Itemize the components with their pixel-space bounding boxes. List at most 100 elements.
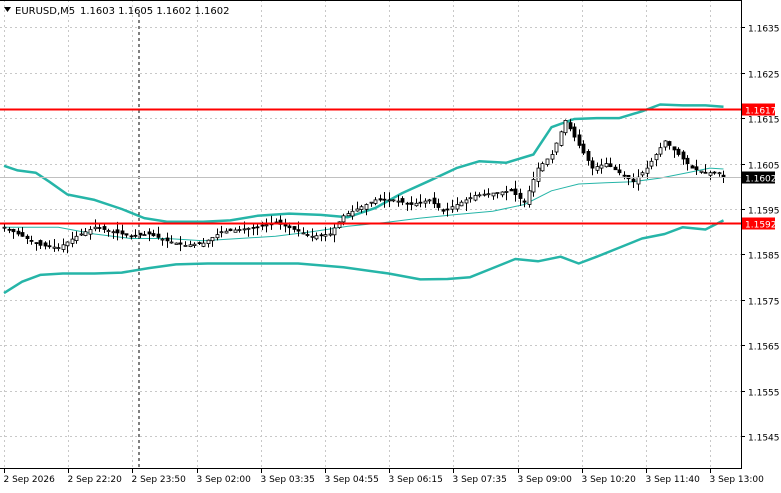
candle-body — [590, 160, 595, 169]
x-tick-label: 3 Sep 02:00 — [197, 475, 252, 485]
candle-body — [667, 141, 672, 146]
candle-body — [387, 199, 392, 202]
candle-body — [147, 231, 152, 235]
y-tick-label: 1.1615 — [748, 116, 780, 126]
candle-body — [355, 208, 360, 212]
candle-body — [16, 230, 21, 235]
candle-body — [38, 240, 43, 246]
x-tick-label: 3 Sep 06:15 — [389, 475, 443, 485]
candle-body — [631, 178, 636, 183]
candle-body — [29, 239, 34, 242]
candle-body — [102, 226, 107, 230]
y-tick-label: 1.1605 — [748, 162, 780, 172]
candle-body — [572, 126, 577, 138]
candle-body — [636, 176, 641, 185]
y-tick-label: 1.1635 — [748, 25, 780, 35]
candle-body — [595, 166, 600, 171]
candle-body — [11, 228, 16, 233]
horizontal-levels[interactable] — [0, 108, 741, 225]
candle-body — [654, 154, 659, 161]
candle-body — [373, 199, 378, 204]
candle-body — [151, 233, 156, 237]
y-tick-label: 1.1585 — [748, 252, 780, 262]
candle-body — [34, 242, 39, 245]
candle-body — [165, 237, 170, 242]
candle-body — [445, 208, 450, 211]
chart-header: EURUSD,M5 1.1603 1.1605 1.1602 1.1602 — [4, 6, 230, 17]
current-price-tag — [742, 171, 775, 184]
candle-body — [97, 227, 102, 229]
level-price-tag-label: 1.1592 — [745, 221, 777, 231]
candle-body — [70, 238, 75, 244]
candle-body — [459, 201, 464, 207]
x-tick-label: 2 Sep 23:50 — [132, 475, 187, 485]
candle-body — [676, 148, 681, 155]
candle-body — [255, 226, 260, 229]
candle-body — [20, 232, 25, 237]
candle-body — [622, 174, 627, 177]
candle-body — [215, 234, 220, 239]
time-axis: 2 Sep 2026 2 Sep 22:20 2 Sep 23:50 3 Sep 02… — [4, 468, 764, 485]
candle-body — [441, 209, 446, 212]
candle-body — [645, 167, 650, 174]
candle-body — [405, 202, 410, 205]
level-price-tag-label: 1.1617 — [745, 107, 777, 117]
candle-body — [486, 193, 491, 196]
candle-body — [577, 134, 582, 146]
candle-body — [328, 233, 333, 236]
candle-body — [242, 228, 247, 231]
candle-body — [305, 234, 310, 236]
candle-body — [292, 226, 297, 230]
candle-body — [264, 224, 269, 227]
candle-body — [712, 171, 717, 174]
candle-body — [192, 243, 197, 246]
candle-body — [88, 229, 93, 235]
candle-body — [319, 234, 324, 237]
candle-body — [160, 238, 165, 241]
candle-body — [599, 164, 604, 169]
candle-body — [482, 193, 487, 196]
candle-body — [310, 235, 315, 238]
candle-body — [174, 242, 179, 245]
candle-body — [287, 225, 292, 229]
candle-body — [56, 247, 61, 250]
candle-body — [210, 236, 215, 242]
candle-body — [527, 190, 532, 205]
triangle-down-icon[interactable] — [4, 7, 11, 12]
ohlc-label: 1.1603 1.1605 1.1602 1.1602 — [80, 6, 230, 17]
candle-body — [391, 199, 396, 202]
x-tick-label: 3 Sep 04:55 — [325, 475, 379, 485]
candle-body — [61, 244, 66, 250]
x-tick-label: 3 Sep 10:20 — [582, 475, 637, 485]
candle-body — [554, 142, 559, 153]
candle-body — [672, 146, 677, 151]
candle-body — [509, 188, 514, 192]
candle-body — [586, 150, 591, 161]
candle-body — [545, 158, 550, 165]
candle-body — [7, 228, 12, 231]
candle-body — [563, 120, 568, 134]
candle-body — [301, 232, 306, 235]
candle-body — [708, 172, 713, 176]
candle-body — [133, 234, 138, 237]
candle-body — [690, 165, 695, 169]
candle-body — [717, 172, 722, 175]
candle-body — [418, 201, 423, 204]
candle-body — [79, 233, 84, 236]
candle-body — [464, 199, 469, 204]
y-tick-label: 1.1545 — [748, 434, 780, 444]
candle-body — [25, 235, 30, 240]
candle-body — [649, 160, 654, 167]
candle-body — [436, 203, 441, 208]
candle-body — [640, 172, 645, 176]
candle-body — [350, 210, 355, 217]
candle-body — [414, 202, 419, 207]
candle-body — [156, 233, 161, 238]
candle-body — [681, 151, 686, 160]
candle-body — [518, 192, 523, 199]
candle-body — [432, 197, 437, 205]
candle-body — [613, 166, 618, 171]
